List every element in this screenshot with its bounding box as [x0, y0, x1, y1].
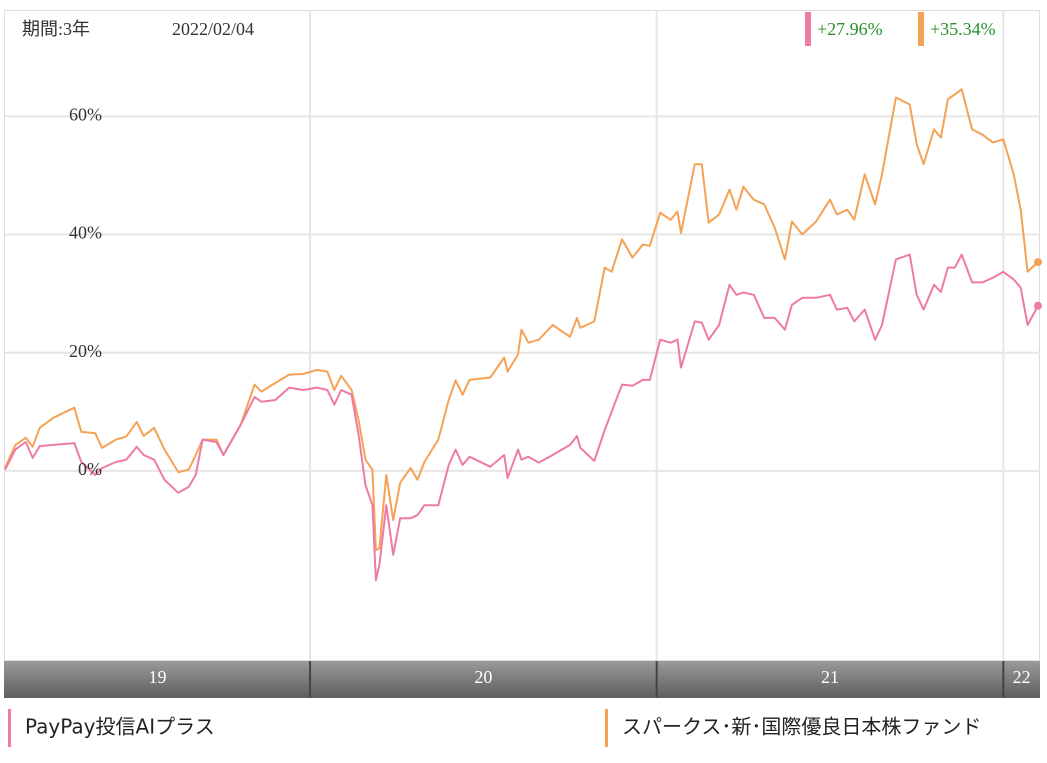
y-tick-label: 20% — [69, 341, 102, 361]
legend-label: スパークス･新･国際優良日本株ファンド — [622, 715, 981, 739]
end-marker — [1034, 258, 1042, 267]
legend-swatch — [605, 709, 608, 747]
y-tick-label: 40% — [69, 223, 102, 243]
y-tick-label: 0% — [78, 459, 102, 479]
period-label: 期間:3年 — [22, 19, 90, 39]
legend-label: PayPay投信AIプラス — [25, 715, 215, 739]
y-tick-label: 60% — [69, 104, 102, 124]
series-line — [4, 88, 1039, 552]
legend-swatch — [918, 12, 924, 46]
date-label: 2022/02/04 — [172, 19, 254, 39]
legend-swatch — [8, 709, 11, 747]
lines — [4, 10, 1042, 660]
end-marker — [1034, 301, 1042, 310]
time-band — [4, 661, 1040, 698]
x-tick-label: 20 — [474, 667, 492, 687]
x-tick-label: 21 — [821, 667, 839, 687]
plot-area — [4, 10, 1040, 661]
x-tick-label: 22 — [1013, 667, 1031, 687]
legend-swatch — [805, 12, 811, 46]
legend-value: +27.96% — [817, 19, 883, 39]
legend-value: +35.34% — [930, 19, 996, 39]
x-tick-label: 19 — [149, 667, 167, 687]
series-line — [4, 253, 1039, 582]
